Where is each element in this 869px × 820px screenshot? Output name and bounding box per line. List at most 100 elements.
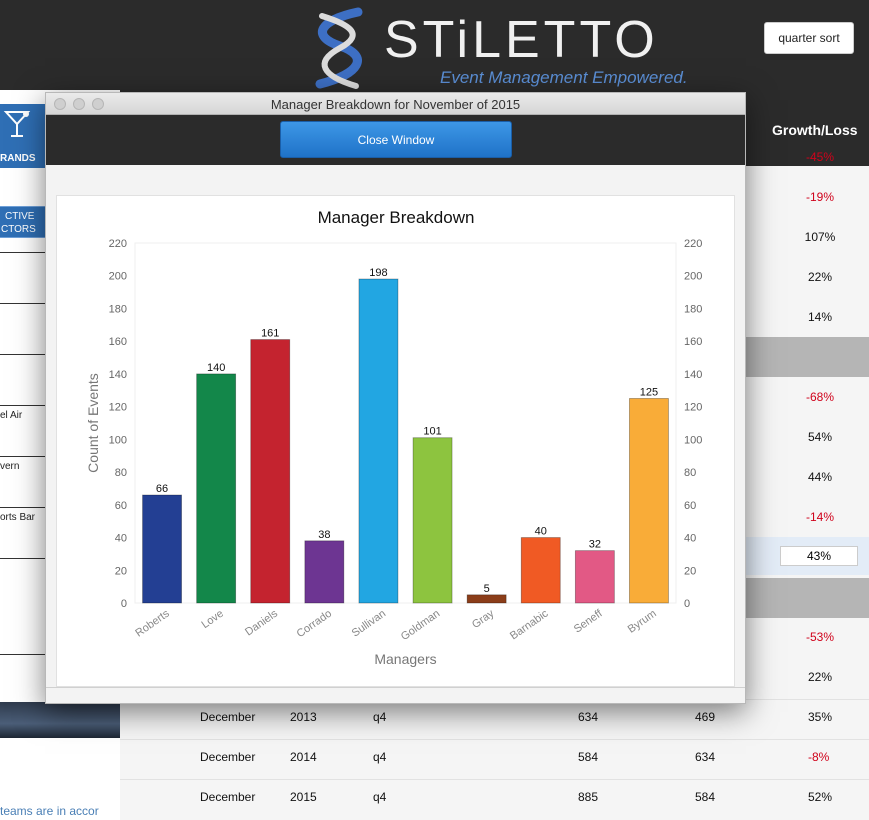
table-cell-year: 2013 xyxy=(290,710,317,724)
sidebar-item-label: CTIVE xyxy=(5,211,35,222)
bar-corrado xyxy=(304,540,345,604)
x-tick-label: Daniels xyxy=(243,607,280,638)
window-content: Manager Breakdown 0 0 20 20 40 40 60 60 80 80 100 10… xyxy=(46,165,745,703)
table-cell-growth: -8% xyxy=(808,750,830,764)
x-tick-label: Goldman xyxy=(399,608,442,643)
y-tick-label-right: 100 xyxy=(684,434,702,446)
y-tick-label-right: 160 xyxy=(684,336,702,348)
table-cell-b: 634 xyxy=(695,750,716,764)
y-tick-label-left: 20 xyxy=(115,565,127,577)
footer-text: teams are in accor xyxy=(0,804,99,818)
sidebar-divider xyxy=(0,252,45,253)
logo-wordmark: STiLETTO xyxy=(384,11,659,69)
stiletto-logo: STiLETTO Event Management Empowered. xyxy=(300,6,700,90)
growth-value: -14% xyxy=(805,510,834,524)
sidebar-item-label: RANDS xyxy=(0,153,36,164)
growth-value: 107% xyxy=(804,230,836,244)
quarter-sort-button[interactable]: quarter sort xyxy=(764,22,854,54)
sidebar-divider xyxy=(0,507,45,508)
close-window-button[interactable]: Close Window xyxy=(280,121,512,158)
data-label: 101 xyxy=(423,426,441,438)
data-label: 40 xyxy=(535,526,547,538)
table-cell-quarter: q4 xyxy=(373,790,387,804)
y-tick-label-left: 0 xyxy=(121,598,127,610)
y-tick-label-left: 140 xyxy=(109,369,127,381)
growth-value: 22% xyxy=(807,270,833,284)
table-cell-quarter: q4 xyxy=(373,750,387,764)
y-tick-label-left: 60 xyxy=(115,500,127,512)
y-tick-label-left: 100 xyxy=(109,434,127,446)
sidebar-divider xyxy=(0,354,45,355)
helix-logo-icon xyxy=(315,7,363,89)
growth-value: -53% xyxy=(805,630,834,644)
bar-love xyxy=(196,373,237,604)
bar-sullivan xyxy=(358,278,399,604)
x-axis-label: Managers xyxy=(374,651,436,667)
y-tick-label-left: 200 xyxy=(109,271,127,283)
table-cell-a: 584 xyxy=(578,750,599,764)
bar-roberts xyxy=(142,494,182,604)
growth-value: 14% xyxy=(807,310,833,324)
bar-daniels xyxy=(250,339,291,604)
growth-value: 44% xyxy=(807,470,833,484)
growth-input[interactable]: 43% xyxy=(780,546,858,566)
y-tick-label-right: 20 xyxy=(684,565,696,577)
data-label: 140 xyxy=(207,362,225,374)
sidebar-item-directors[interactable]: CTIVE CTORS xyxy=(0,206,45,238)
close-dot-icon[interactable] xyxy=(54,98,66,110)
table-cell-growth: 52% xyxy=(808,790,833,804)
sidebar-list-item[interactable]: el Air xyxy=(0,410,23,421)
growth-value: 54% xyxy=(807,430,833,444)
sidebar-list-item[interactable]: vern xyxy=(0,461,20,472)
y-tick-label-left: 220 xyxy=(109,238,127,250)
sidebar-item-brands[interactable]: RANDS xyxy=(0,104,45,168)
table-cell-year: 2014 xyxy=(290,750,317,764)
table-cell-month: December xyxy=(200,790,256,804)
y-tick-label-left: 40 xyxy=(115,533,127,545)
group-band xyxy=(745,337,869,377)
chart-title: Manager Breakdown xyxy=(318,208,475,227)
data-label: 161 xyxy=(261,328,279,340)
y-tick-label-left: 180 xyxy=(109,303,127,315)
group-band xyxy=(745,578,869,618)
growth-value: 22% xyxy=(807,670,833,684)
y-tick-label-right: 80 xyxy=(684,467,696,479)
y-tick-label-right: 120 xyxy=(684,402,702,414)
growth-value: -19% xyxy=(805,190,834,204)
data-label: 5 xyxy=(484,583,490,595)
background-photo xyxy=(0,702,120,738)
manager-breakdown-window: Manager Breakdown for November of 2015 C… xyxy=(45,92,746,704)
x-tick-label: Barnabic xyxy=(508,607,551,642)
table-row[interactable]: December 2015 q4 885 584 52% xyxy=(120,780,869,820)
cocktail-icon xyxy=(3,111,31,137)
table-cell-a: 885 xyxy=(578,790,599,804)
zoom-dot-icon[interactable] xyxy=(92,98,104,110)
sidebar-divider xyxy=(0,405,45,406)
table-row[interactable]: December 2014 q4 584 634 -8% xyxy=(120,740,869,780)
app-header xyxy=(120,0,869,92)
window-titlebar: Manager Breakdown for November of 2015 xyxy=(46,93,745,115)
table-cell-a: 634 xyxy=(578,710,599,724)
bar-goldman xyxy=(412,437,453,604)
bar-chart: Manager Breakdown 0 0 20 20 40 40 60 60 80 80 100 10… xyxy=(85,208,702,667)
table-header xyxy=(745,92,869,166)
x-tick-label: Love xyxy=(199,608,225,632)
sidebar-list-item[interactable]: orts Bar xyxy=(0,512,36,523)
y-tick-label-left: 120 xyxy=(109,402,127,414)
bar-seneff xyxy=(574,550,615,604)
row-divider xyxy=(120,779,869,780)
x-tick-label: Gray xyxy=(470,607,497,631)
minimize-dot-icon[interactable] xyxy=(73,98,85,110)
x-tick-label: Seneff xyxy=(572,607,606,635)
table-cell-quarter: q4 xyxy=(373,710,387,724)
bar-byrum xyxy=(629,398,669,604)
window-title: Manager Breakdown for November of 2015 xyxy=(270,97,521,112)
table-cell-year: 2015 xyxy=(290,790,317,804)
table-cell-month: December xyxy=(200,710,256,724)
table-row[interactable]: December 2013 q4 634 469 35% xyxy=(120,700,869,740)
sidebar-divider xyxy=(0,654,45,655)
data-label: 125 xyxy=(640,386,658,398)
sidebar-divider xyxy=(0,303,45,304)
background-left-header xyxy=(0,0,120,90)
chart-card: Manager Breakdown 0 0 20 20 40 40 60 60 80 80 100 10… xyxy=(56,195,735,687)
